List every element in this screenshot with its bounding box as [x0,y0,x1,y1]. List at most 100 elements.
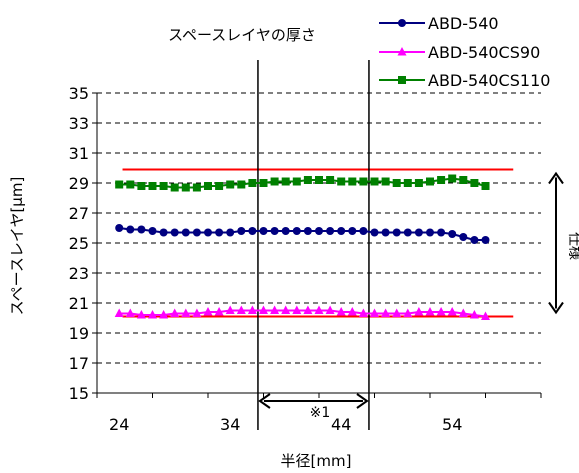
data-point [181,228,190,237]
data-point [392,228,401,237]
data-point [359,177,368,186]
y-tick-label: 25 [69,234,89,253]
data-point [458,308,468,317]
data-point [470,236,479,244]
data-point [470,179,479,187]
data-point [136,310,146,319]
data-point [170,308,180,317]
data-point [326,176,335,184]
y-axis-label: スペースレイヤ[μm] [8,177,26,316]
data-point [126,180,135,189]
data-point [481,311,490,320]
data-point [347,307,357,316]
y-tick-label: 21 [69,294,89,313]
y-tick-label: 33 [69,114,89,133]
data-point [392,308,402,317]
data-point [259,179,268,187]
legend-marker [398,76,406,84]
y-tick-label: 27 [69,204,89,223]
data-point [259,305,268,314]
data-point [303,176,312,184]
series-line [119,309,486,318]
data-point [248,179,257,187]
series-line [119,227,486,241]
series [115,224,490,244]
data-point [448,230,457,238]
data-point [281,227,290,235]
data-point [426,228,434,237]
data-point [425,307,435,316]
series [114,305,490,320]
x-axis-label: 半径[mm] [281,452,352,470]
data-point [414,228,423,237]
y-tick-label: 15 [69,384,89,403]
data-point [170,183,179,192]
data-point [314,305,324,314]
data-point [403,308,413,317]
x-tick-label: 44 [331,415,351,434]
legend-entry: ABD-540 [379,14,499,33]
data-point [281,177,290,186]
data-point [370,228,379,237]
data-point [281,305,291,314]
data-point [247,305,257,314]
y-tick-label: 29 [69,174,89,193]
data-point [192,308,202,317]
range-marker-label: ※1 [310,405,331,421]
series [115,174,490,192]
y-tick-label: 17 [69,354,89,373]
data-point [315,227,323,235]
data-point [115,224,124,232]
y-tick-label: 31 [69,144,89,163]
data-point [236,305,246,314]
tick-labels: 15 17 19 21 23 25 27 29 31 33 35 24 34 44 54 [69,84,463,434]
x-tick-label: 54 [442,415,462,434]
data-point [192,183,201,192]
data-point [403,228,412,237]
data-point [481,236,490,244]
data-point [237,227,246,235]
legend-entry: ABD-540CS110 [379,71,550,90]
data-point [437,228,446,237]
data-point [270,177,279,186]
data-point [137,182,146,190]
data-point [259,227,268,235]
data-point [159,228,168,237]
data-point [170,228,179,237]
data-point [359,227,368,235]
legend-label: ABD-540 [428,14,499,33]
y-tick-label: 19 [69,324,89,343]
x-tick-label: 34 [220,415,240,434]
data-point [226,180,235,189]
data-point [403,179,412,187]
data-point [381,177,390,186]
range-marker-lines [257,60,370,430]
data-point [348,177,357,186]
data-point [215,182,224,190]
legend-marker [398,19,406,27]
legend-entry: ABD-540CS90 [379,43,540,62]
data-point [448,174,457,183]
data-point [270,305,280,314]
legend: ABD-540 ABD-540CS90 ABD-540CS110 [379,14,550,90]
data-point [481,182,490,190]
data-point [469,310,479,319]
data-point [436,307,446,316]
data-point [204,228,212,237]
data-point [437,176,446,184]
data-point [114,308,124,317]
data-point [203,307,213,316]
data-point [225,305,235,314]
data-point [159,310,169,319]
data-point [248,227,257,235]
data-point [148,227,157,235]
x-tick-label: 24 [109,415,129,434]
horizontal-arrow-head-right [356,393,369,409]
data-point [181,308,191,317]
data-point [126,225,135,234]
data-point [326,227,335,235]
horizontal-arrow-head-left [258,393,271,409]
data-point [337,227,346,235]
right-annotation: 仕様 [566,232,579,260]
